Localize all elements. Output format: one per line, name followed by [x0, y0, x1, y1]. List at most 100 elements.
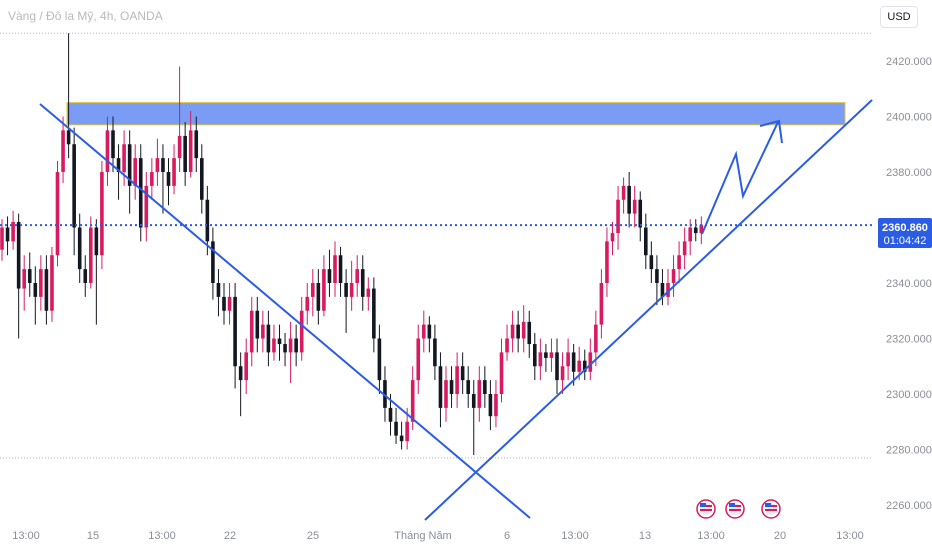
candle-body	[122, 144, 126, 172]
candle-body	[372, 288, 376, 339]
candle-body	[66, 130, 71, 145]
candle-body	[349, 283, 354, 297]
descending-trendline[interactable]	[39, 103, 531, 519]
candle	[433, 324, 437, 381]
candle-body	[244, 352, 248, 381]
trendline-drawings[interactable]	[39, 99, 873, 521]
candle-body	[16, 221, 21, 289]
candle	[699, 216, 704, 245]
candle-body	[39, 269, 43, 297]
candle-body	[388, 407, 393, 422]
candle-body	[433, 338, 437, 367]
candle-body	[144, 185, 149, 228]
candle-body	[649, 255, 654, 270]
candle-body	[133, 158, 137, 186]
candle-body	[383, 380, 387, 408]
candle	[11, 210, 15, 250]
candle-body	[632, 199, 637, 214]
supply-zone[interactable]	[66, 102, 846, 126]
candle-body	[538, 352, 543, 367]
candle-body	[516, 324, 520, 339]
candle-body	[688, 227, 692, 242]
projection-arrow-path[interactable]	[701, 121, 779, 235]
candle-body	[105, 130, 110, 172]
candle-body	[22, 269, 26, 289]
candle-body	[677, 255, 681, 270]
candle-body	[455, 366, 459, 394]
y-tick-label: 2280.000	[886, 445, 932, 457]
candle-body	[166, 172, 171, 186]
candle-body	[671, 269, 676, 283]
candle-body	[416, 338, 421, 381]
candle	[416, 324, 421, 394]
candle	[283, 332, 287, 367]
reference-lines	[0, 32, 872, 459]
price-axis[interactable]: 2260.000 2280.000 2300.000 2320.000 2340.000…	[886, 56, 932, 512]
x-tick-label: 15	[87, 530, 99, 542]
candle	[571, 344, 576, 386]
candle	[111, 116, 115, 172]
candle-body	[238, 366, 243, 381]
candle-body	[172, 158, 176, 186]
candle	[505, 324, 509, 361]
time-axis[interactable]: 13:00 15 13:00 22 25 Tháng Năm 6 13:00 13 13:00 20…	[12, 530, 864, 542]
us-flag-icon[interactable]	[761, 499, 781, 519]
candle-body	[283, 344, 287, 353]
candle	[682, 227, 687, 270]
candle	[205, 185, 210, 256]
candle-body	[272, 338, 276, 353]
x-tick-label: 25	[307, 530, 319, 542]
us-flag-icon[interactable]	[696, 499, 716, 519]
candle-body	[527, 321, 532, 345]
candle-body	[299, 310, 304, 353]
projection-arrow-head[interactable]	[759, 119, 783, 144]
candle	[338, 246, 343, 297]
candle-body	[183, 135, 187, 172]
candle-body	[200, 158, 204, 200]
us-flag-icon[interactable]	[725, 499, 745, 519]
candle	[538, 338, 543, 381]
candle	[666, 269, 670, 306]
candle-body	[211, 241, 215, 283]
candle-body	[216, 283, 221, 297]
candle	[488, 380, 493, 431]
candle	[655, 255, 659, 306]
candle-body	[571, 352, 576, 372]
candle-body	[77, 227, 82, 270]
candle-body	[305, 296, 310, 311]
candle	[632, 185, 637, 228]
candle	[238, 352, 243, 417]
x-tick-label: 20	[774, 530, 786, 542]
candle-body	[188, 130, 193, 172]
candle	[277, 324, 282, 361]
candle	[621, 177, 626, 214]
candle	[61, 116, 65, 184]
candle-body	[116, 158, 121, 172]
economic-events[interactable]	[696, 499, 781, 519]
candle	[494, 380, 498, 428]
candle	[138, 144, 143, 242]
candle	[327, 249, 332, 297]
candle-body	[61, 130, 65, 172]
candle-body	[255, 310, 260, 339]
candle	[27, 252, 32, 297]
candle	[89, 216, 93, 289]
candle-body	[161, 158, 165, 172]
current-price: 2360.860	[882, 222, 928, 234]
candle-body	[394, 421, 398, 436]
candle	[172, 144, 176, 195]
ascending-trendline[interactable]	[424, 99, 873, 521]
candle-body	[322, 269, 326, 311]
candle-body	[100, 172, 104, 256]
candle-body	[333, 255, 337, 283]
candle-body	[177, 135, 182, 159]
candle	[627, 172, 631, 228]
candle-body	[410, 380, 415, 422]
candle	[305, 283, 310, 325]
candle-body	[438, 366, 443, 408]
candle	[94, 219, 99, 325]
candle-body	[311, 283, 315, 297]
candle-body	[449, 380, 454, 394]
currency-button[interactable]: USD	[880, 6, 918, 28]
